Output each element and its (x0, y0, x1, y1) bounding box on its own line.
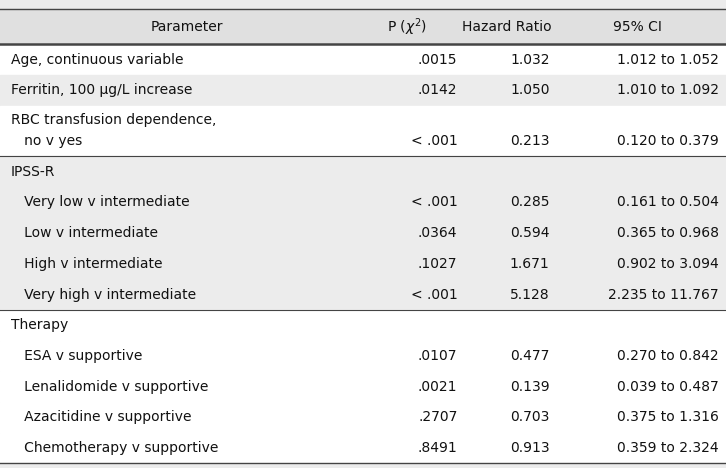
Text: .0015: .0015 (418, 53, 457, 67)
Text: .0021: .0021 (418, 380, 457, 394)
Bar (0, 44, 726, 75)
Text: < .001: < .001 (411, 287, 457, 301)
Text: 1.050: 1.050 (510, 83, 550, 97)
Text: 0.594: 0.594 (510, 226, 550, 240)
Bar (0, 279, 726, 310)
Text: .2707: .2707 (418, 410, 457, 424)
Bar (0, 249, 726, 279)
Text: 1.012 to 1.052: 1.012 to 1.052 (617, 53, 719, 67)
Text: Parameter: Parameter (151, 20, 223, 34)
Text: Chemotherapy v supportive: Chemotherapy v supportive (11, 441, 219, 455)
Text: 0.285: 0.285 (510, 196, 550, 210)
Text: 0.161 to 0.504: 0.161 to 0.504 (617, 196, 719, 210)
Text: no v yes: no v yes (11, 134, 82, 148)
Bar (0, 432, 726, 463)
Text: 0.365 to 0.968: 0.365 to 0.968 (617, 226, 719, 240)
Text: Lenalidomide v supportive: Lenalidomide v supportive (11, 380, 208, 394)
Text: 0.477: 0.477 (510, 349, 550, 363)
Text: 0.213: 0.213 (510, 134, 550, 148)
Text: .0142: .0142 (418, 83, 457, 97)
Text: 0.120 to 0.379: 0.120 to 0.379 (617, 134, 719, 148)
Bar (0, 371, 726, 402)
Bar (0, 402, 726, 432)
Text: Therapy: Therapy (11, 318, 68, 332)
Text: 0.913: 0.913 (510, 441, 550, 455)
Text: < .001: < .001 (411, 134, 457, 148)
Text: ESA v supportive: ESA v supportive (11, 349, 142, 363)
Bar (0, 156, 726, 187)
Text: 0.902 to 3.094: 0.902 to 3.094 (617, 257, 719, 271)
Text: Hazard Ratio: Hazard Ratio (462, 20, 552, 34)
Text: 1.010 to 1.092: 1.010 to 1.092 (617, 83, 719, 97)
Text: 0.375 to 1.316: 0.375 to 1.316 (617, 410, 719, 424)
Text: Ferritin, 100 μg/L increase: Ferritin, 100 μg/L increase (11, 83, 192, 97)
Bar (0, 187, 726, 218)
Text: 0.703: 0.703 (510, 410, 550, 424)
Text: Age, continuous variable: Age, continuous variable (11, 53, 184, 67)
Text: .0364: .0364 (418, 226, 457, 240)
Text: Very high v intermediate: Very high v intermediate (11, 287, 196, 301)
Text: .0107: .0107 (418, 349, 457, 363)
Text: 1.671: 1.671 (510, 257, 550, 271)
Text: 5.128: 5.128 (510, 287, 550, 301)
Text: .8491: .8491 (417, 441, 457, 455)
Bar (0, 341, 726, 371)
Text: < .001: < .001 (411, 196, 457, 210)
Bar (0, 310, 726, 341)
Bar (0, 106, 726, 156)
Text: 0.139: 0.139 (510, 380, 550, 394)
Bar (0, 9, 726, 44)
Text: Azacitidine v supportive: Azacitidine v supportive (11, 410, 192, 424)
Text: .1027: .1027 (418, 257, 457, 271)
Text: 1.032: 1.032 (510, 53, 550, 67)
Text: Low v intermediate: Low v intermediate (11, 226, 158, 240)
Text: 95% CI: 95% CI (613, 20, 662, 34)
Text: 0.270 to 0.842: 0.270 to 0.842 (617, 349, 719, 363)
Text: Very low v intermediate: Very low v intermediate (11, 196, 189, 210)
Text: P ($\chi^2$): P ($\chi^2$) (387, 16, 426, 38)
Text: 0.359 to 2.324: 0.359 to 2.324 (617, 441, 719, 455)
Text: 0.039 to 0.487: 0.039 to 0.487 (617, 380, 719, 394)
Text: IPSS-R: IPSS-R (11, 165, 55, 179)
Text: High v intermediate: High v intermediate (11, 257, 163, 271)
Text: RBC transfusion dependence,: RBC transfusion dependence, (11, 112, 216, 126)
Text: 2.235 to 11.767: 2.235 to 11.767 (608, 287, 719, 301)
Bar (0, 218, 726, 249)
Bar (0, 75, 726, 106)
